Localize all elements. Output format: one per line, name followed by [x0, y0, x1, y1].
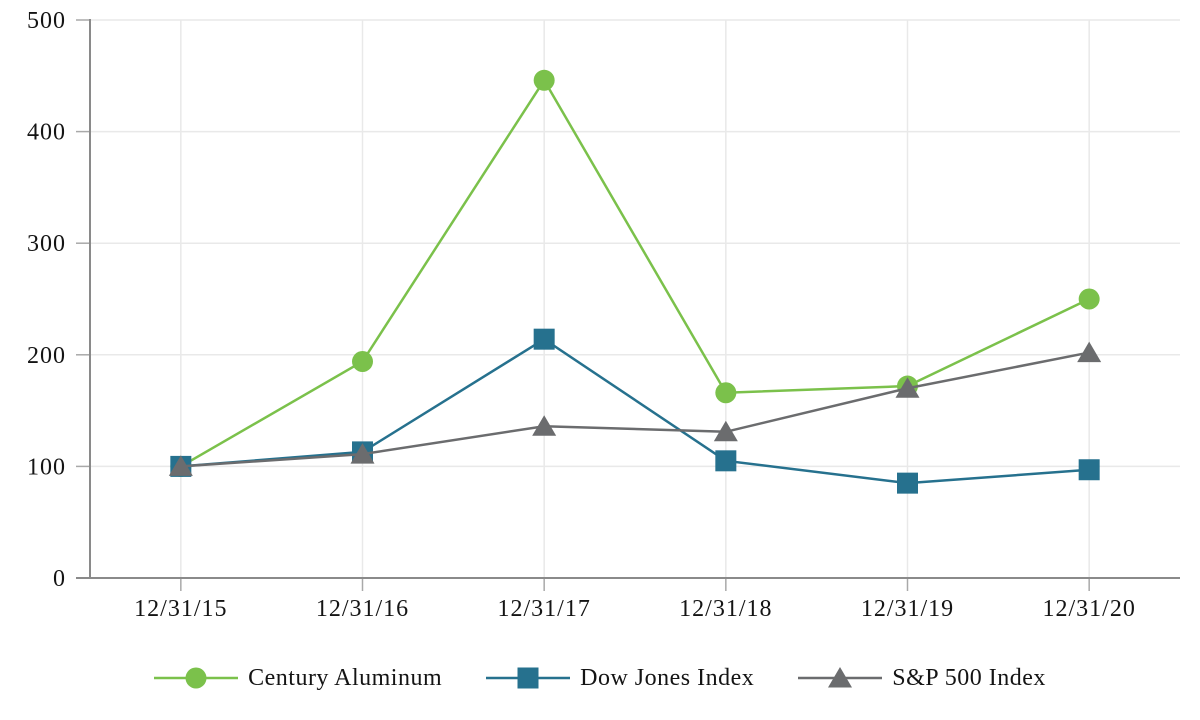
- y-tick-label: 100: [27, 454, 66, 480]
- legend-label-dow-jones: Dow Jones Index: [580, 664, 755, 691]
- gridlines: [90, 19, 1180, 578]
- triangle-marker: [532, 415, 557, 436]
- circle-marker: [352, 350, 373, 372]
- x-tick-label: 12/31/19: [861, 596, 954, 622]
- axes: [76, 19, 1180, 579]
- gray-line-triangle-icon: [798, 667, 883, 688]
- y-tick-label: 400: [27, 120, 66, 146]
- x-axis-labels: 12/31/15 12/31/16 12/31/17 12/31/18 12/31/19…: [134, 596, 1135, 622]
- performance-chart-plot: 0 100 200 300 400 500 12/31/15 12/31/16 12/31/17…: [27, 8, 1180, 622]
- series-line: [180, 351, 1090, 468]
- series-line: [180, 337, 1090, 485]
- x-tick-label: 12/31/20: [1042, 596, 1135, 622]
- x-tick-label: 12/31/17: [497, 596, 590, 622]
- triangle-marker: [168, 455, 193, 476]
- series-dow-jones-index: [170, 328, 1100, 494]
- triangle-marker: [828, 667, 853, 688]
- circle-marker: [533, 69, 555, 91]
- triangle-marker: [1077, 341, 1102, 363]
- legend-label-sp500: S&P 500 Index: [892, 664, 1046, 691]
- y-tick-label: 500: [27, 8, 66, 34]
- legend-item-sp500: S&P 500 Index: [798, 665, 1046, 692]
- circle-marker: [1078, 288, 1100, 310]
- legend-label-century-aluminum: Century Aluminum: [248, 664, 443, 691]
- y-tick-label: 0: [53, 566, 66, 592]
- y-axis-labels: 0 100 200 300 400 500: [27, 8, 66, 592]
- triangle-marker: [350, 443, 375, 464]
- legend-item-century-aluminum: Century Aluminum: [154, 665, 442, 692]
- circle-marker: [185, 667, 207, 689]
- x-tick-label: 12/31/15: [134, 596, 227, 622]
- series-century-aluminum: [170, 69, 1100, 477]
- green-line-circle-icon: [154, 667, 239, 689]
- triangle-marker: [713, 420, 738, 442]
- square-marker: [517, 667, 539, 689]
- square-marker: [1078, 459, 1100, 481]
- series-line: [180, 77, 1090, 468]
- square-marker: [715, 450, 737, 472]
- square-marker: [897, 472, 918, 494]
- legend-item-dow-jones: Dow Jones Index: [486, 665, 754, 692]
- chart-legend: Century Aluminum Dow Jones Index S&P 500…: [0, 658, 1200, 698]
- x-tick-label: 12/31/16: [316, 596, 409, 622]
- axis-ticks: [76, 19, 1090, 591]
- square-marker: [533, 328, 555, 350]
- y-tick-label: 300: [27, 231, 66, 257]
- blue-line-square-icon: [486, 667, 571, 689]
- series-s-p-500-index: [168, 341, 1102, 476]
- circle-marker: [715, 382, 737, 404]
- x-tick-label: 12/31/18: [679, 596, 772, 622]
- triangle-marker: [895, 377, 920, 398]
- y-tick-label: 200: [27, 343, 66, 369]
